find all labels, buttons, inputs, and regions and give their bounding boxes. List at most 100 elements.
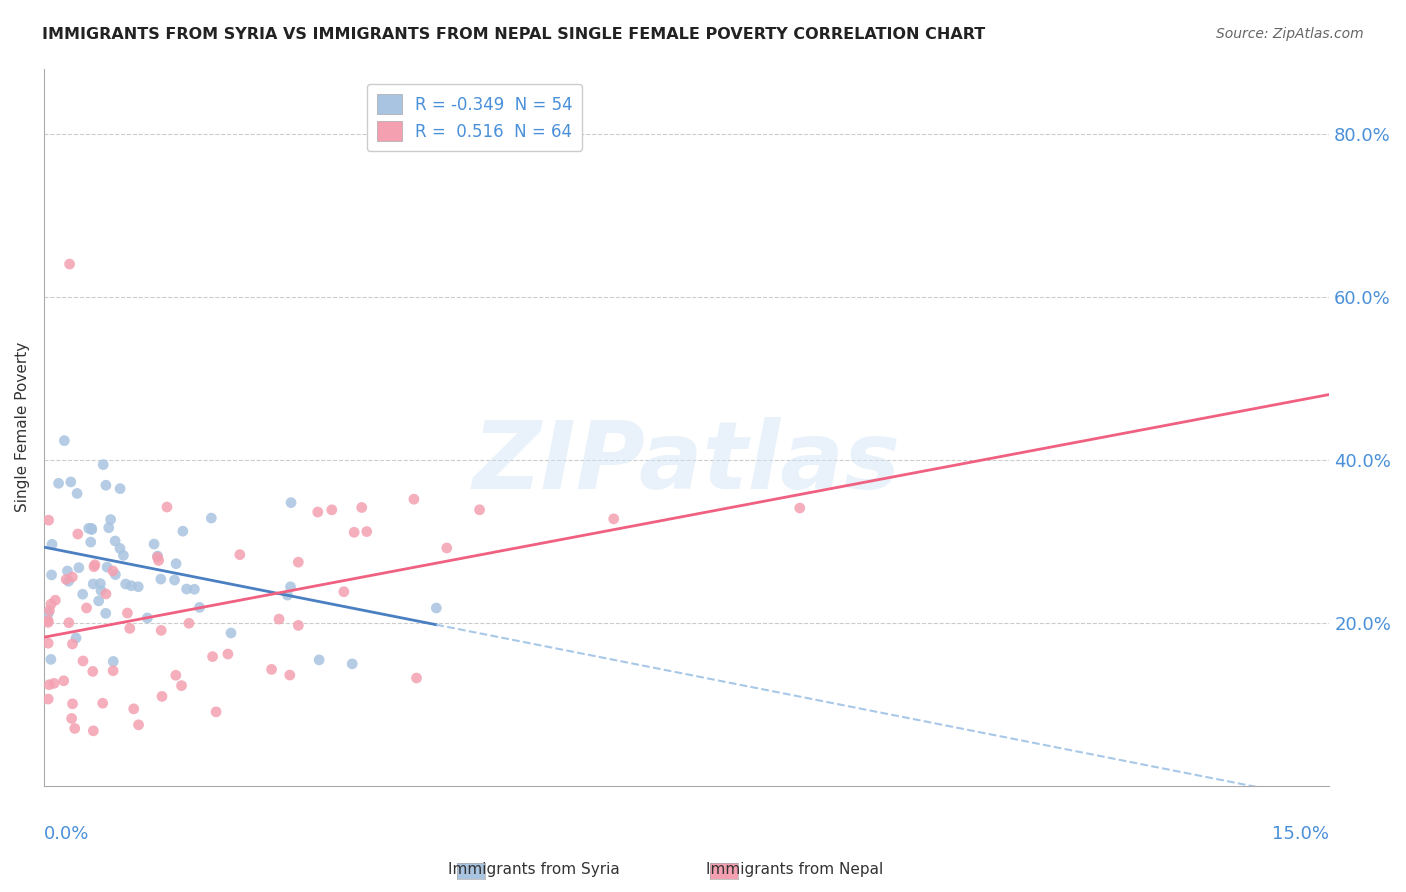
Point — [425, 601, 447, 615]
Point — [122, 702, 145, 716]
Point — [39, 597, 62, 611]
Y-axis label: Single Female Poverty: Single Female Poverty — [15, 342, 30, 512]
Point — [97, 521, 120, 535]
Point — [205, 705, 228, 719]
Point — [350, 500, 373, 515]
Point — [72, 587, 94, 601]
Point — [63, 722, 86, 736]
Point — [55, 573, 77, 587]
Point — [37, 615, 59, 630]
Point — [58, 615, 80, 630]
Legend: R = -0.349  N = 54, R =  0.516  N = 64: R = -0.349 N = 54, R = 0.516 N = 64 — [367, 84, 582, 152]
Point — [101, 664, 124, 678]
Point — [468, 503, 491, 517]
Point — [343, 525, 366, 540]
Point — [82, 665, 104, 679]
Point — [356, 524, 378, 539]
Point — [38, 513, 60, 527]
Text: ZIPatlas: ZIPatlas — [472, 417, 901, 508]
Point — [94, 478, 117, 492]
Point — [217, 647, 239, 661]
Point — [114, 577, 136, 591]
Point — [53, 434, 76, 448]
Point — [170, 679, 193, 693]
Point — [56, 564, 79, 578]
Point — [100, 512, 122, 526]
Point — [94, 587, 117, 601]
Point — [72, 654, 94, 668]
Point — [101, 564, 124, 578]
Point — [83, 559, 105, 574]
Point — [41, 537, 63, 551]
Point — [77, 521, 100, 535]
Point — [307, 505, 329, 519]
Point — [176, 582, 198, 596]
Point — [94, 607, 117, 621]
Point — [41, 567, 63, 582]
Point — [80, 521, 103, 535]
Point — [44, 593, 66, 607]
Point — [172, 524, 194, 539]
Point — [165, 557, 187, 571]
Point — [66, 486, 89, 500]
Point — [149, 572, 172, 586]
Point — [80, 535, 103, 549]
Point — [120, 579, 142, 593]
Point — [108, 541, 131, 556]
Point — [66, 527, 89, 541]
Point — [82, 723, 104, 738]
Point — [104, 567, 127, 582]
Point — [165, 668, 187, 682]
Point — [789, 501, 811, 516]
Point — [67, 560, 90, 574]
Point — [76, 601, 98, 615]
Point — [60, 570, 83, 584]
Point — [143, 537, 166, 551]
Point — [333, 584, 356, 599]
Point — [83, 558, 105, 572]
Point — [603, 512, 626, 526]
Point — [65, 631, 87, 645]
Point — [91, 696, 114, 710]
Point — [177, 616, 200, 631]
Point — [287, 555, 309, 569]
Text: 15.0%: 15.0% — [1272, 825, 1329, 843]
Point — [37, 692, 59, 706]
Point — [62, 637, 84, 651]
Point — [402, 492, 425, 507]
Point — [87, 594, 110, 608]
Point — [436, 541, 458, 555]
Point — [52, 673, 75, 688]
Point — [104, 533, 127, 548]
Point — [200, 511, 222, 525]
Text: 0.0%: 0.0% — [44, 825, 89, 843]
Point — [127, 580, 149, 594]
Point — [37, 636, 59, 650]
Point — [146, 550, 169, 565]
Text: Immigrants from Syria: Immigrants from Syria — [449, 863, 620, 877]
Point — [103, 655, 125, 669]
Point — [59, 475, 82, 489]
Point — [89, 576, 111, 591]
Point — [229, 548, 252, 562]
Point — [42, 676, 65, 690]
Point — [118, 621, 141, 635]
Point — [280, 495, 302, 509]
Text: Source: ZipAtlas.com: Source: ZipAtlas.com — [1216, 27, 1364, 41]
Point — [260, 662, 283, 676]
Point — [38, 678, 60, 692]
Point — [219, 626, 242, 640]
Point — [276, 588, 298, 602]
Point — [90, 583, 112, 598]
Point — [156, 500, 179, 514]
Point — [287, 618, 309, 632]
Point — [96, 560, 118, 574]
Point — [37, 607, 59, 621]
Point — [38, 603, 60, 617]
Point — [58, 257, 80, 271]
Point — [117, 606, 139, 620]
Point — [37, 614, 59, 628]
Point — [91, 458, 114, 472]
Point — [150, 690, 173, 704]
Point — [39, 652, 62, 666]
